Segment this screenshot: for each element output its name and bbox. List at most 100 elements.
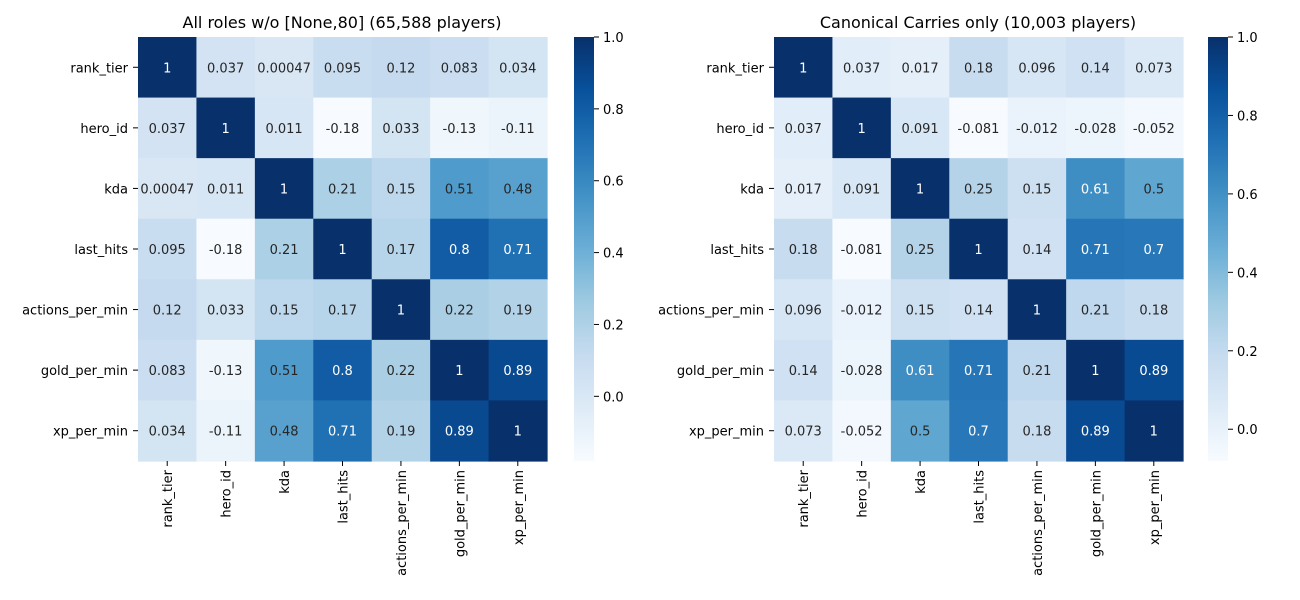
heatmap-cell <box>832 97 892 159</box>
cell-annotation: 1 <box>858 122 866 137</box>
heatmap-cell <box>254 400 314 462</box>
cell-annotation: 0.034 <box>499 61 536 76</box>
cell-annotation: 0.12 <box>153 304 182 319</box>
heatmap-cell <box>949 218 1009 280</box>
cell-annotation: 0.17 <box>386 243 415 258</box>
heatmap-cell <box>890 158 950 220</box>
cell-annotation: -0.012 <box>841 304 883 319</box>
heatmap-cell <box>1066 97 1126 159</box>
cell-annotation: 0.14 <box>964 304 993 319</box>
column-label: gold_per_min <box>453 470 468 557</box>
cell-annotation: 0.22 <box>386 364 415 379</box>
colorbar-tick-label: 0.4 <box>603 247 624 262</box>
heatmap-cell <box>1124 97 1184 159</box>
cell-annotation: 0.18 <box>964 61 993 76</box>
heatmap-panel-all-roles: All roles w/o [None,80] (65,588 players)… <box>22 13 624 576</box>
heatmap-title: Canonical Carries only (10,003 players) <box>820 13 1136 32</box>
colorbar-tick-label: 0.8 <box>1237 109 1258 124</box>
heatmap-cell <box>138 97 198 159</box>
cell-annotation: 0.15 <box>1022 182 1051 197</box>
cell-annotation: 1 <box>338 243 346 258</box>
colorbar: 0.0 0.2 0.4 0.6 0.8 1.0 <box>574 31 624 461</box>
cell-annotation: 1 <box>1091 364 1099 379</box>
cell-annotation: 0.21 <box>1022 364 1051 379</box>
column-label: xp_per_min <box>512 470 527 545</box>
row-label: kda <box>104 182 128 197</box>
heatmap-cell <box>1124 400 1184 462</box>
heatmap-cell <box>832 218 892 280</box>
row-label: last_hits <box>710 243 764 258</box>
cell-annotation: 0.011 <box>265 122 302 137</box>
heatmap-cell <box>488 37 548 99</box>
colorbar-tick-label: 0.0 <box>603 390 624 405</box>
heatmap-cell <box>430 158 490 220</box>
cell-annotation: 0.083 <box>441 61 478 76</box>
cell-annotation: 0.21 <box>270 243 299 258</box>
heatmap-cell <box>196 279 256 341</box>
heatmap-column-labels: rank_tier hero_id kda last_hits actions_per_… <box>161 460 527 576</box>
heatmap-cell <box>313 339 373 402</box>
heatmap-cell <box>196 37 256 99</box>
column-label: rank_tier <box>797 469 812 527</box>
cell-annotation: 0.037 <box>149 122 186 137</box>
cell-annotation: 0.21 <box>1081 304 1110 319</box>
cell-annotation: 0.15 <box>270 304 299 319</box>
row-label: rank_tier <box>706 61 764 76</box>
cell-annotation: 0.096 <box>1018 61 1055 76</box>
cell-annotation: 1 <box>799 61 807 76</box>
cell-annotation: -0.13 <box>443 122 477 137</box>
colorbar-tick-label: 0.2 <box>1237 345 1258 360</box>
row-label: actions_per_min <box>658 304 764 319</box>
heatmap-cell <box>774 37 834 99</box>
heatmap-cell <box>1124 279 1184 341</box>
heatmap-cell <box>1007 158 1067 220</box>
cell-annotation: 0.25 <box>906 243 935 258</box>
cell-annotation: -0.11 <box>209 425 243 440</box>
column-label: actions_per_min <box>1031 470 1046 576</box>
heatmap-cell <box>430 97 490 159</box>
heatmap-cell <box>1066 37 1126 99</box>
heatmap-cell <box>196 339 256 402</box>
cell-annotation: 0.095 <box>324 61 361 76</box>
heatmap-cell <box>196 218 256 280</box>
cell-annotation: 0.14 <box>789 364 818 379</box>
column-label: hero_id <box>856 470 871 518</box>
heatmap-cell <box>313 400 373 462</box>
cell-annotation: 1 <box>1150 425 1158 440</box>
heatmap-cell <box>371 400 431 462</box>
cell-annotation: 0.034 <box>149 425 186 440</box>
heatmap-cell <box>1007 97 1067 159</box>
colorbar-tick-label: 0.6 <box>603 175 624 190</box>
heatmap-cell <box>488 218 548 280</box>
heatmap-cell <box>371 279 431 341</box>
colorbar-tick-label: 0.4 <box>1237 266 1258 281</box>
column-label: kda <box>278 470 293 494</box>
cell-annotation: -0.081 <box>841 243 883 258</box>
heatmap-cell <box>832 339 892 402</box>
column-label: last_hits <box>973 470 988 524</box>
cell-annotation: 0.18 <box>1139 304 1168 319</box>
heatmap-cell <box>313 97 373 159</box>
cell-annotation: 1 <box>222 122 230 137</box>
heatmap-cell <box>949 158 1009 220</box>
cell-annotation: 0.033 <box>207 304 244 319</box>
heatmap-cell <box>774 279 834 341</box>
cell-annotation: 0.18 <box>789 243 818 258</box>
heatmap-cell <box>1007 279 1067 341</box>
cell-annotation: 0.71 <box>328 425 357 440</box>
colorbar: 0.0 0.2 0.4 0.6 0.8 1.0 <box>1208 31 1258 461</box>
heatmap-cell <box>430 279 490 341</box>
cell-annotation: 0.71 <box>1081 243 1110 258</box>
colorbar-tick-label: 0.0 <box>1237 423 1258 438</box>
cell-annotation: 1 <box>455 364 463 379</box>
row-label: gold_per_min <box>677 364 764 379</box>
cell-annotation: 0.091 <box>843 182 880 197</box>
heatmap-cell <box>949 97 1009 159</box>
heatmap-cell <box>832 158 892 220</box>
cell-annotation: 0.7 <box>1143 243 1164 258</box>
heatmap-cell <box>890 97 950 159</box>
cell-annotation: 0.073 <box>1135 61 1172 76</box>
heatmap-cell <box>488 158 548 220</box>
cell-annotation: 0.89 <box>1139 364 1168 379</box>
